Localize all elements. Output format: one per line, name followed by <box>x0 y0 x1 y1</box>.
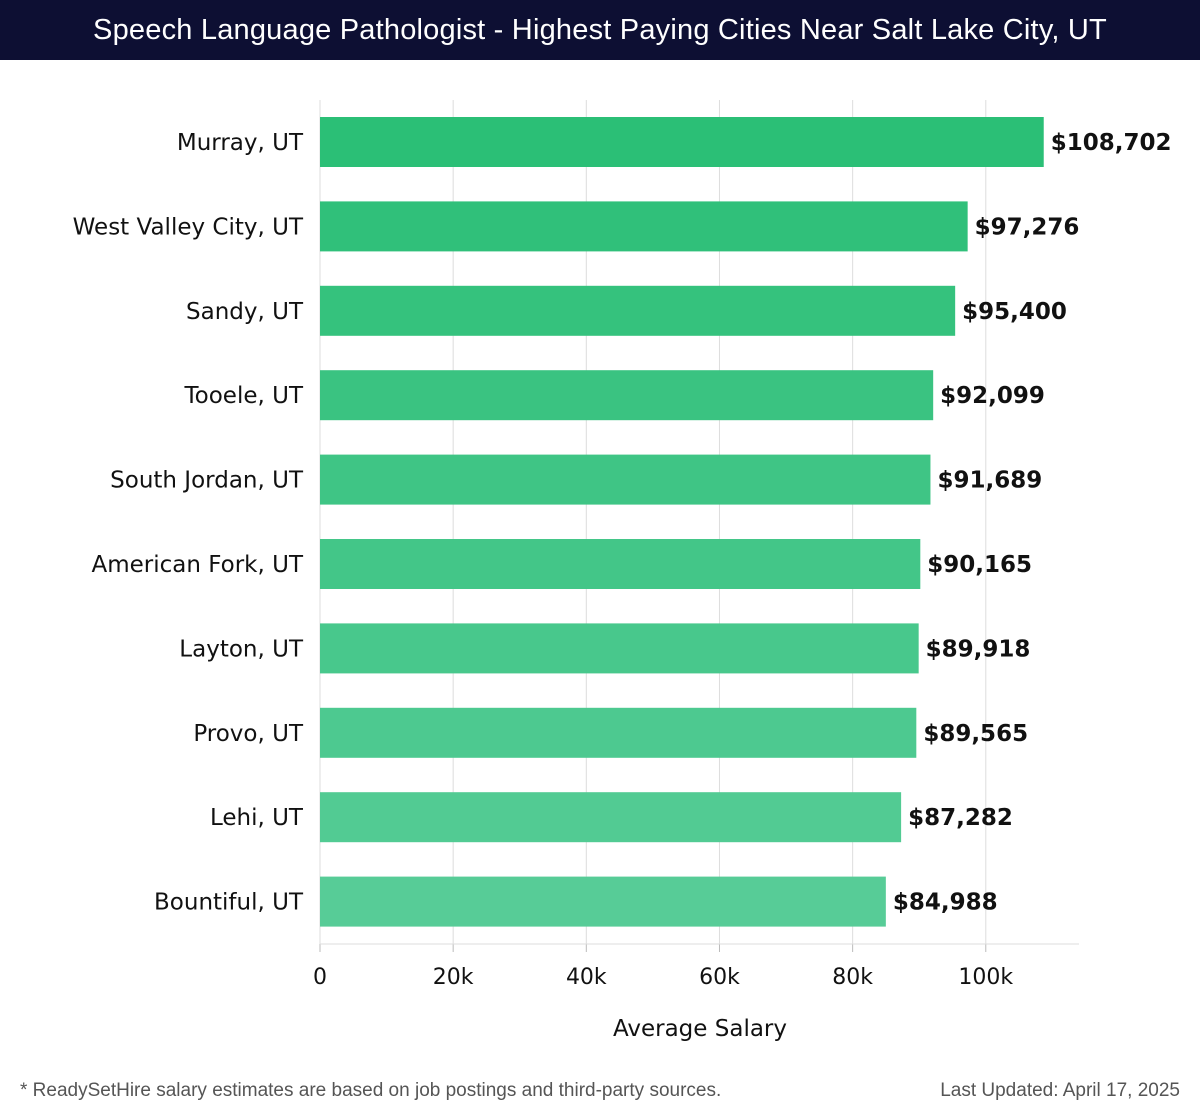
x-tick-label: 80k <box>832 965 873 990</box>
value-label: $108,702 <box>1051 130 1172 156</box>
value-label: $84,988 <box>893 890 998 916</box>
salary-bar-chart: 0 20k 40k 60k 80k 100k Murray, UT $108,702 West … <box>73 100 1172 1042</box>
category-label: Bountiful, UT <box>154 890 304 916</box>
category-label: Provo, UT <box>193 721 304 747</box>
bar <box>320 792 902 843</box>
chart-title: Speech Language Pathologist - Highest Pa… <box>0 0 1200 60</box>
category-label: South Jordan, UT <box>110 468 304 494</box>
value-label: $89,565 <box>923 721 1028 747</box>
bar <box>320 117 1044 167</box>
category-label: Murray, UT <box>177 130 304 156</box>
bar <box>320 285 956 336</box>
x-tick-label: 0 <box>313 965 327 990</box>
bar-layer <box>320 117 1044 927</box>
bar <box>320 707 917 758</box>
label-layer: 0 20k 40k 60k 80k 100k Murray, UT $108,702 West … <box>73 130 1172 990</box>
x-axis-title: Average Salary <box>613 1016 787 1042</box>
value-label: $95,400 <box>962 299 1067 325</box>
x-tick-label: 100k <box>958 965 1013 990</box>
category-label: Sandy, UT <box>186 299 304 325</box>
x-tick-label: 40k <box>566 965 607 990</box>
value-label: $90,165 <box>927 552 1032 578</box>
category-label: American Fork, UT <box>91 552 303 578</box>
category-label: Tooele, UT <box>184 383 304 409</box>
bar <box>320 539 921 589</box>
category-label: West Valley City, UT <box>73 214 304 240</box>
category-label: Layton, UT <box>179 636 304 662</box>
footnote: * ReadySetHire salary estimates are base… <box>20 1080 722 1101</box>
value-label: $91,689 <box>937 468 1042 494</box>
value-label: $89,918 <box>926 636 1031 662</box>
category-label: Lehi, UT <box>210 805 304 831</box>
bar <box>320 201 968 252</box>
value-label: $97,276 <box>975 214 1080 240</box>
bar <box>320 876 886 927</box>
bar <box>320 623 919 674</box>
x-tick-label: 60k <box>699 965 740 990</box>
x-tick-label: 20k <box>433 965 474 990</box>
bar <box>320 454 931 505</box>
bar <box>320 370 934 421</box>
value-label: $92,099 <box>940 383 1045 409</box>
value-label: $87,282 <box>908 805 1013 831</box>
last-updated: Last Updated: April 17, 2025 <box>940 1080 1180 1101</box>
